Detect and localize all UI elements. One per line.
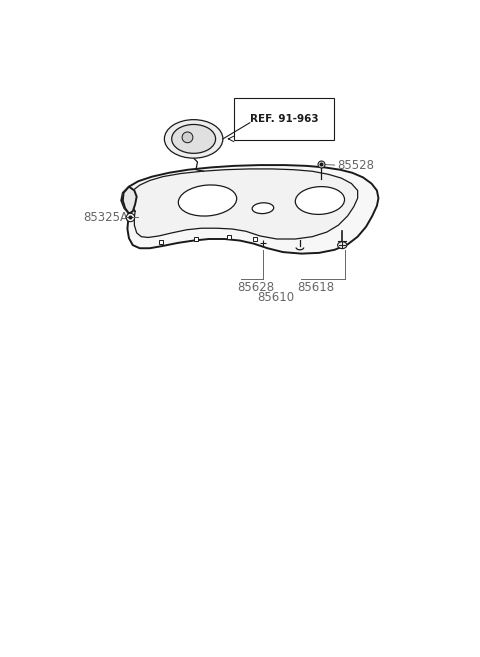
- Polygon shape: [123, 187, 137, 214]
- Polygon shape: [131, 169, 358, 239]
- Circle shape: [182, 132, 193, 143]
- Ellipse shape: [179, 185, 237, 216]
- Ellipse shape: [295, 187, 345, 214]
- Polygon shape: [121, 165, 378, 254]
- Text: 85610: 85610: [258, 291, 295, 304]
- Text: 85618: 85618: [297, 281, 334, 294]
- Ellipse shape: [164, 120, 223, 158]
- Text: 85528: 85528: [337, 158, 374, 171]
- Ellipse shape: [337, 242, 347, 248]
- Text: REF. 91-963: REF. 91-963: [250, 114, 318, 124]
- Text: 85628: 85628: [237, 281, 274, 294]
- Text: 85325A: 85325A: [83, 211, 128, 224]
- Ellipse shape: [172, 124, 216, 153]
- Ellipse shape: [252, 203, 274, 214]
